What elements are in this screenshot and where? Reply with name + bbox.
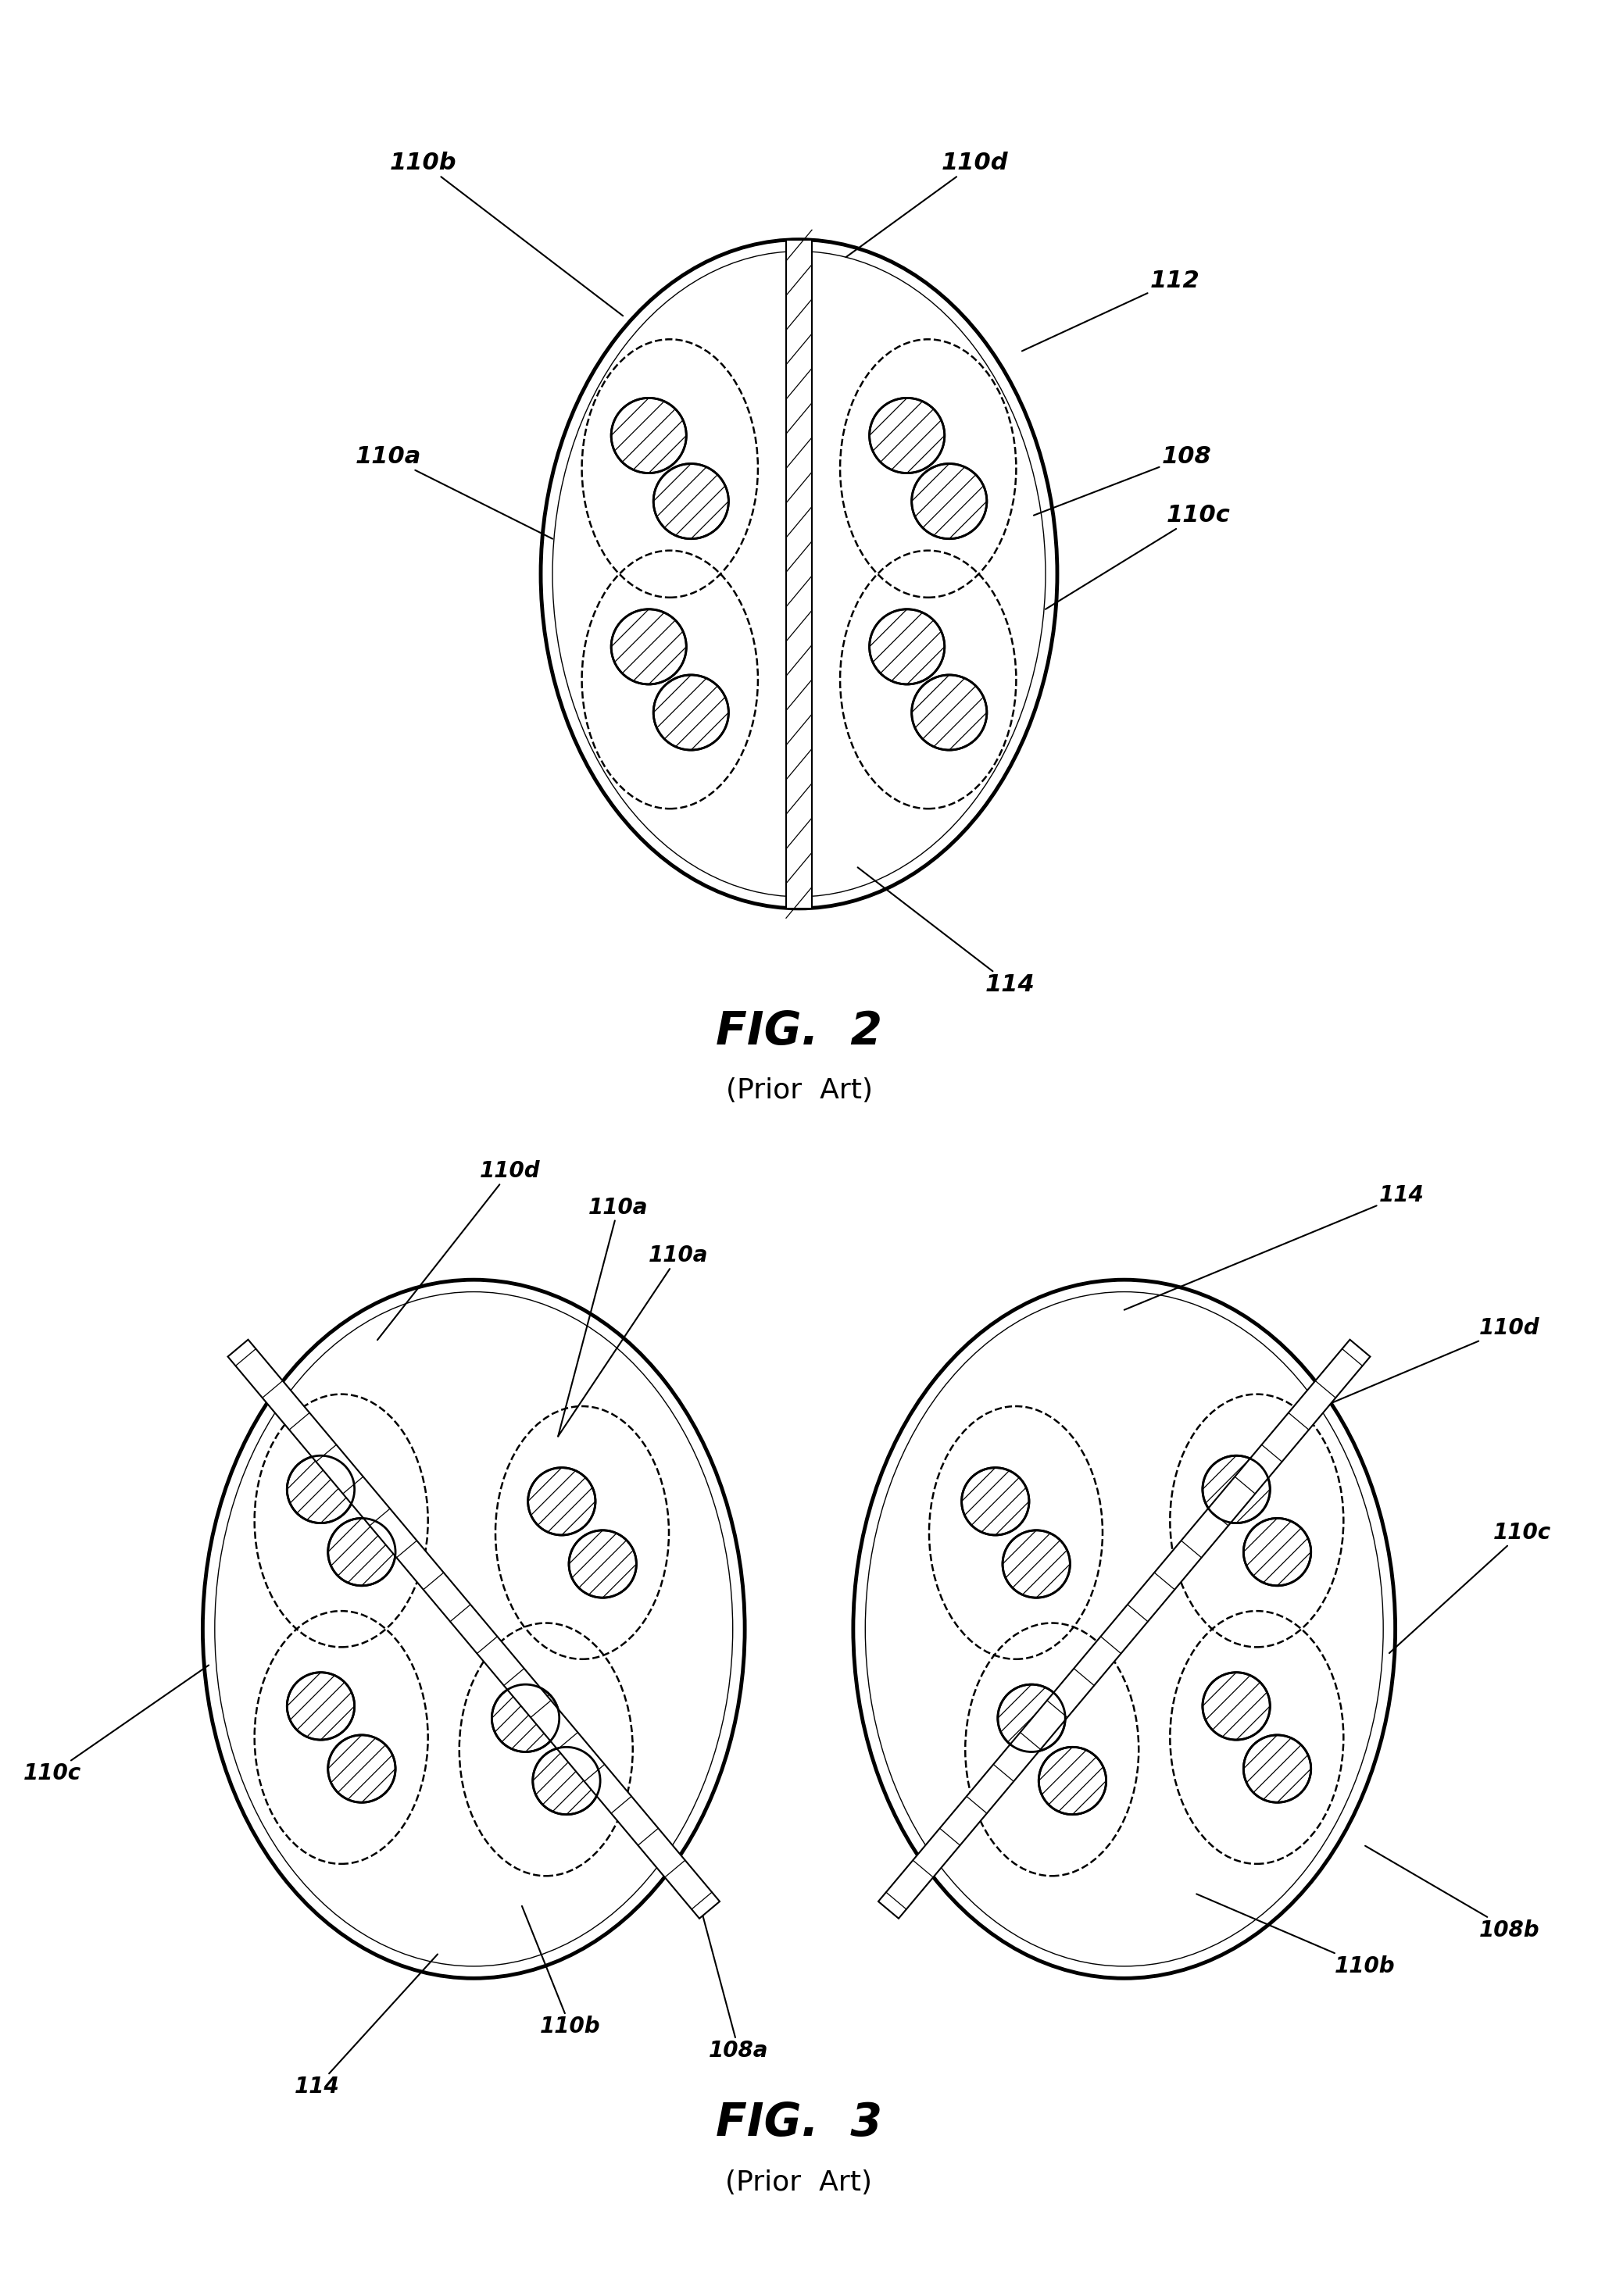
- Text: FIG.  2: FIG. 2: [716, 1010, 882, 1054]
- Ellipse shape: [853, 1279, 1395, 1979]
- Circle shape: [869, 608, 944, 684]
- Circle shape: [869, 397, 944, 473]
- Text: 108a: 108a: [690, 1869, 769, 2062]
- Circle shape: [912, 464, 988, 540]
- Circle shape: [328, 1736, 395, 1802]
- Circle shape: [1203, 1671, 1270, 1740]
- Text: 110c: 110c: [1389, 1522, 1550, 1653]
- Text: 114: 114: [294, 1954, 438, 2099]
- Circle shape: [328, 1518, 395, 1587]
- Text: 110b: 110b: [523, 1906, 601, 2037]
- Ellipse shape: [540, 239, 1058, 909]
- Text: 110d: 110d: [1282, 1318, 1540, 1424]
- Polygon shape: [879, 1339, 1369, 1919]
- Ellipse shape: [203, 1279, 745, 1979]
- Circle shape: [654, 464, 729, 540]
- Text: 108b: 108b: [1365, 1846, 1540, 1940]
- Circle shape: [1243, 1518, 1310, 1587]
- Polygon shape: [229, 1339, 719, 1919]
- Circle shape: [569, 1529, 636, 1598]
- Text: 110c: 110c: [1045, 505, 1230, 608]
- Circle shape: [654, 675, 729, 751]
- Text: FIG.  3: FIG. 3: [716, 2101, 882, 2144]
- Text: (Prior  Art): (Prior Art): [725, 2170, 873, 2197]
- Bar: [786, 239, 812, 909]
- Circle shape: [997, 1685, 1066, 1752]
- Circle shape: [527, 1467, 596, 1536]
- Circle shape: [962, 1467, 1029, 1536]
- Text: 110c: 110c: [22, 1665, 209, 1784]
- Text: (Prior  Art): (Prior Art): [725, 1077, 873, 1104]
- Text: 110a: 110a: [558, 1196, 649, 1437]
- Circle shape: [288, 1456, 355, 1522]
- Text: 114: 114: [1125, 1185, 1424, 1311]
- Text: 110b: 110b: [390, 152, 623, 317]
- Circle shape: [1203, 1456, 1270, 1522]
- Text: 110a: 110a: [355, 445, 553, 540]
- Circle shape: [492, 1685, 559, 1752]
- Text: 110b: 110b: [1197, 1894, 1395, 1977]
- Circle shape: [1243, 1736, 1310, 1802]
- Circle shape: [610, 608, 686, 684]
- Circle shape: [912, 675, 988, 751]
- Circle shape: [532, 1747, 601, 1814]
- Text: 114: 114: [858, 868, 1036, 996]
- Circle shape: [610, 397, 686, 473]
- Text: 110d: 110d: [377, 1159, 540, 1341]
- Text: 110d: 110d: [845, 152, 1008, 257]
- Circle shape: [1039, 1747, 1106, 1814]
- Text: 108: 108: [1034, 445, 1211, 514]
- Text: 110a: 110a: [558, 1244, 708, 1437]
- Text: 112: 112: [1023, 269, 1200, 351]
- Circle shape: [1002, 1529, 1071, 1598]
- Circle shape: [288, 1671, 355, 1740]
